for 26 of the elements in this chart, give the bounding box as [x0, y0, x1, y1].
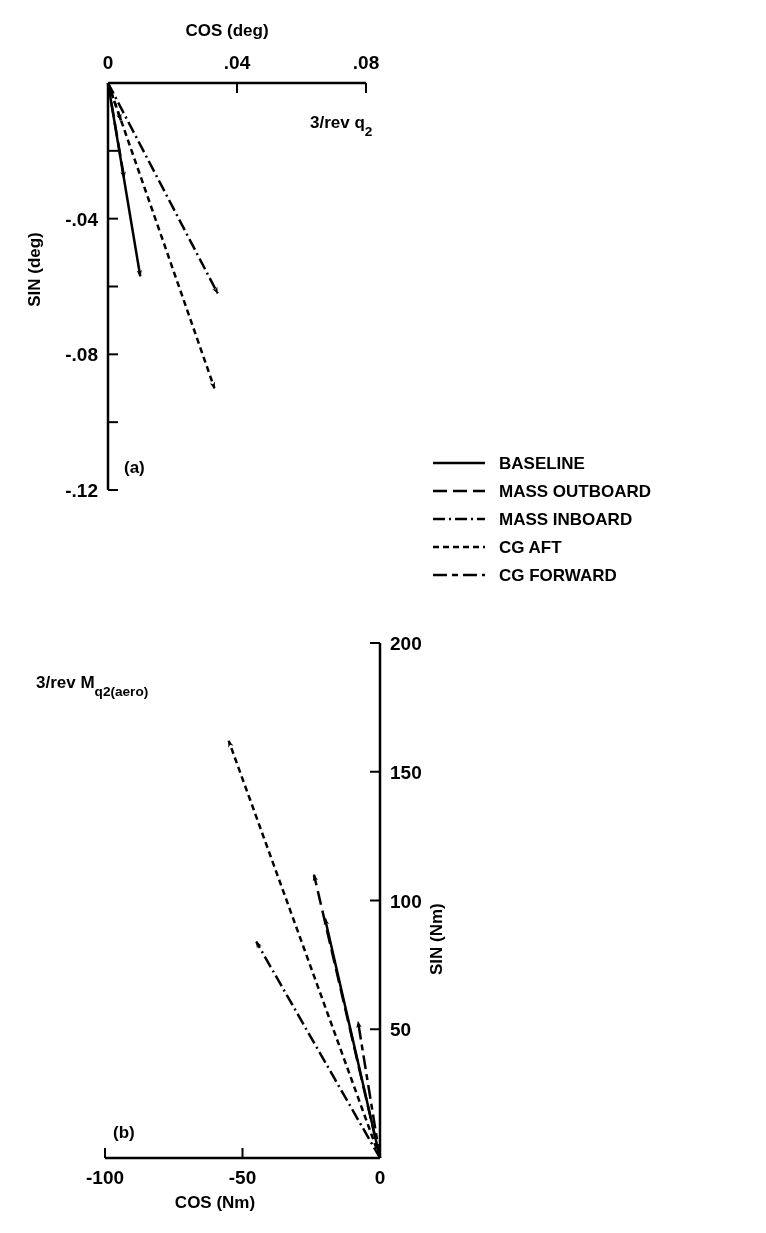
y-tick-label: -.08: [65, 344, 98, 366]
y-axis-title: SIN (deg): [25, 232, 44, 307]
x-tick-label: -100: [85, 1167, 125, 1188]
legend-label: CG AFT: [499, 538, 563, 557]
x-axis-title: COS (deg): [185, 21, 269, 40]
annotation: (b): [113, 1123, 135, 1142]
legend-label: MASS INBOARD: [499, 510, 633, 529]
legend-label: CG FORWARD: [499, 566, 617, 585]
x-tick-label: -50: [228, 1167, 257, 1188]
x-tick-label: 0: [102, 52, 114, 73]
x-tick-label: .04: [223, 52, 251, 73]
annotation: (a): [124, 458, 145, 477]
y-tick-label: 100: [390, 890, 422, 912]
x-tick-label: .08: [352, 52, 380, 73]
y-tick-label: 200: [390, 633, 422, 654]
x-tick-label: 0: [374, 1167, 386, 1188]
y-tick-label: -.04: [65, 208, 99, 230]
x-axis-title: COS (Nm): [174, 1193, 256, 1212]
legend-label: MASS OUTBOARD: [499, 482, 652, 501]
y-axis-title: SIN (Nm): [427, 903, 446, 976]
legend-label: BASELINE: [499, 454, 585, 473]
text: 3/rev q$_{2}$: [310, 113, 373, 139]
y-tick-label: 50: [390, 1019, 412, 1041]
y-tick-label: -.12: [65, 480, 98, 501]
y-tick-label: 150: [390, 761, 422, 783]
text: 3/rev M$_{q2(aero)}$: [36, 673, 149, 699]
